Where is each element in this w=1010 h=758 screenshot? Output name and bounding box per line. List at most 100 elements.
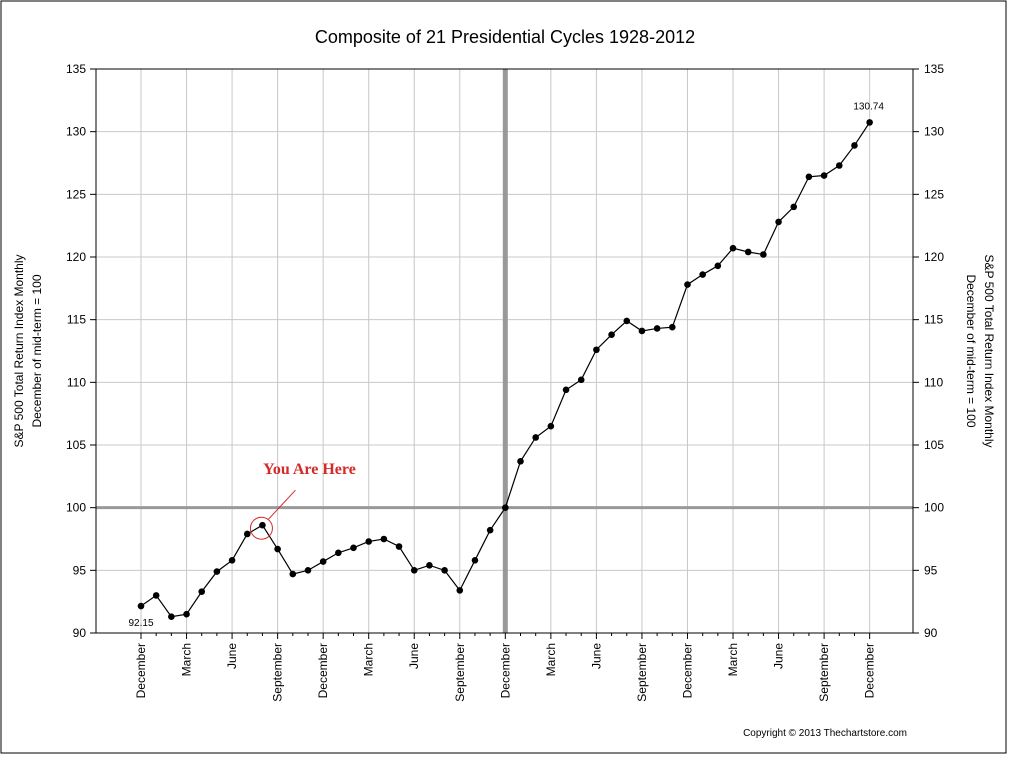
data-point xyxy=(274,545,281,553)
data-point xyxy=(426,562,433,569)
y-axis-title-right-line2: December of mid-term = 100 xyxy=(964,274,978,427)
y-tick-label-left: 105 xyxy=(66,438,86,452)
x-tick-label: December xyxy=(498,643,512,698)
data-point xyxy=(365,538,373,545)
data-point xyxy=(486,526,494,534)
data-point xyxy=(243,530,251,538)
data-point xyxy=(502,504,509,511)
y-tick-label-right: 100 xyxy=(924,501,944,515)
annotation-text: You Are Here xyxy=(263,461,356,478)
data-point xyxy=(380,535,388,543)
annotation-circle xyxy=(249,516,273,540)
y-tick-label-left: 130 xyxy=(66,125,86,139)
chart-title: Composite of 21 Presidential Cycles 1928… xyxy=(315,27,695,47)
data-point xyxy=(638,327,646,335)
y-tick-label-right: 135 xyxy=(924,62,944,76)
x-tick-label: June xyxy=(225,643,239,669)
data-label-first: 92.15 xyxy=(128,618,153,629)
y-tick-label-right: 105 xyxy=(924,438,944,452)
x-tick-label: June xyxy=(772,643,786,669)
x-tick-label: September xyxy=(635,643,649,702)
data-point xyxy=(866,119,873,126)
y-axis-title-left-line2: December of mid-term = 100 xyxy=(30,274,44,427)
x-tick-label: December xyxy=(680,643,694,698)
x-tick-label: September xyxy=(271,643,285,702)
data-point xyxy=(335,549,342,557)
data-point xyxy=(456,587,464,594)
data-point xyxy=(669,323,676,331)
data-point xyxy=(744,248,752,256)
y-tick-label-left: 90 xyxy=(73,626,87,640)
data-point xyxy=(835,162,843,169)
y-tick-label-right: 120 xyxy=(924,250,944,264)
y-tick-label-right: 115 xyxy=(924,313,943,327)
data-point xyxy=(471,557,479,564)
data-point xyxy=(562,386,570,394)
y-tick-label-right: 130 xyxy=(924,125,944,139)
x-tick-label: September xyxy=(817,643,831,702)
x-tick-label: March xyxy=(362,643,376,676)
data-point xyxy=(517,457,524,465)
data-point xyxy=(623,317,631,325)
axis-ticks xyxy=(90,68,919,639)
data-point xyxy=(152,592,160,599)
data-point xyxy=(183,610,190,618)
labels: 90 90 95 95 100 100 105 105 110 110 115 115 120 120 12… xyxy=(66,62,944,702)
plot-frame xyxy=(95,68,914,634)
y-tick-label-left: 120 xyxy=(66,250,86,264)
x-tick-label: March xyxy=(544,643,558,676)
x-tick-label: December xyxy=(316,643,330,698)
x-tick-label: March xyxy=(726,643,740,676)
y-tick-label-left: 100 xyxy=(66,501,86,515)
data-point xyxy=(851,142,858,149)
y-axis-title-left-line1: S&P 500 Total Return Index Monthly xyxy=(12,254,26,447)
data-point xyxy=(714,262,722,270)
copyright-notice: Copyright © 2013 Thechartstore.com xyxy=(743,728,907,739)
y-tick-label-right: 90 xyxy=(924,626,938,640)
annotation-pointer xyxy=(268,489,296,520)
data-point xyxy=(289,570,297,578)
data-point xyxy=(213,568,221,575)
data-point xyxy=(593,346,600,354)
y-tick-label-left: 95 xyxy=(73,563,87,577)
data-label-last: 130.74 xyxy=(853,101,884,112)
data-point xyxy=(198,588,206,595)
y-tick-label-right: 110 xyxy=(924,375,943,389)
data-point xyxy=(608,331,615,339)
y-tick-label-left: 110 xyxy=(67,375,86,389)
x-tick-label: December xyxy=(134,643,148,698)
data-point xyxy=(820,172,828,179)
data-point xyxy=(775,218,782,226)
data-point xyxy=(760,251,767,258)
series xyxy=(137,119,873,621)
data-point xyxy=(699,271,706,278)
data-point xyxy=(395,543,403,550)
y-tick-label-right: 125 xyxy=(924,187,944,201)
x-tick-label: December xyxy=(863,643,877,698)
data-point xyxy=(547,422,555,430)
x-tick-label: March xyxy=(180,643,194,676)
y-tick-label-right: 95 xyxy=(924,563,938,577)
data-point xyxy=(228,557,236,564)
data-point xyxy=(790,203,798,211)
data-point xyxy=(729,244,737,252)
y-tick-label-left: 125 xyxy=(66,187,86,201)
y-axis-title-right-line1: S&P 500 Total Return Index Monthly xyxy=(982,254,996,447)
y-tick-label-left: 135 xyxy=(66,62,86,76)
data-point xyxy=(410,567,418,574)
x-tick-label: June xyxy=(407,643,421,669)
data-point xyxy=(259,521,266,529)
x-tick-label: June xyxy=(589,643,603,669)
x-tick-label: September xyxy=(453,643,467,702)
data-point xyxy=(304,567,312,574)
data-point xyxy=(137,602,145,610)
data-point xyxy=(319,558,327,565)
data-point xyxy=(577,376,585,384)
data-point xyxy=(350,544,357,552)
data-point xyxy=(168,613,175,621)
data-point xyxy=(805,173,813,181)
data-point xyxy=(532,434,539,441)
y-tick-label-left: 115 xyxy=(67,313,86,327)
data-point xyxy=(684,281,691,288)
